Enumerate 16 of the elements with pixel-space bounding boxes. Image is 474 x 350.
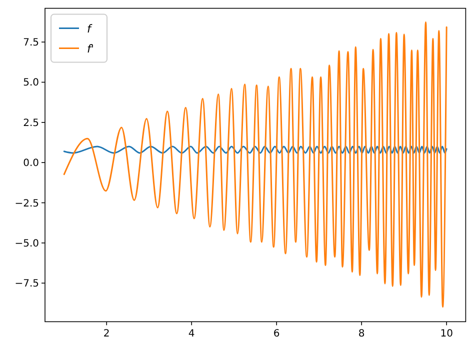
legend-label: f'	[87, 42, 94, 56]
x-tick-label: 10	[440, 328, 453, 340]
y-tick-label: 7.5	[23, 38, 39, 49]
x-tick-label: 2	[103, 328, 110, 340]
y-tick-label: −5.0	[14, 238, 39, 250]
y-tick-label: −2.5	[14, 198, 39, 210]
y-tick-label: 0.0	[23, 158, 39, 170]
x-tick-label: 8	[358, 328, 365, 340]
y-tick-label: 2.5	[23, 118, 39, 129]
legend-label: f	[87, 22, 93, 36]
line-series	[63, 146, 448, 154]
y-tick-label: −7.5	[14, 278, 39, 290]
x-tick-label: 6	[273, 328, 280, 340]
y-tick-label: 5.0	[23, 78, 39, 89]
line-series	[63, 21, 448, 308]
x-tick-label: 4	[188, 328, 195, 340]
